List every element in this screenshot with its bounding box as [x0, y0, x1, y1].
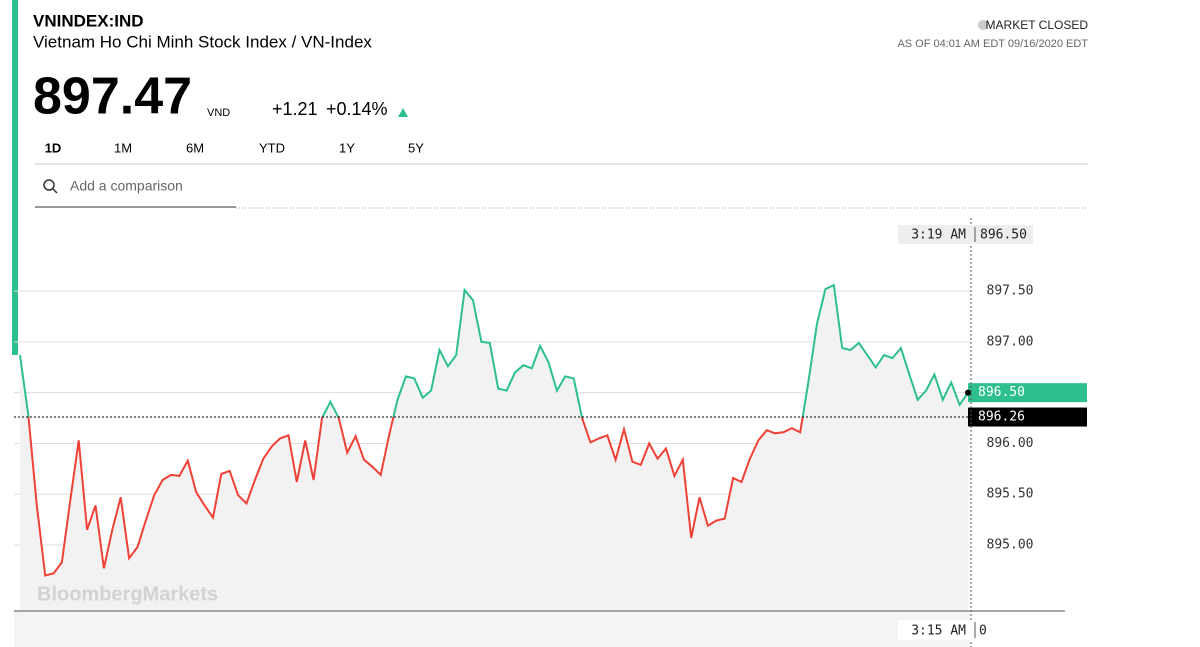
- as-of: AS OF 04:01 AM EDT 09/16/2020 EDT: [897, 38, 1088, 50]
- change-pct: +0.14%: [326, 99, 388, 119]
- search-icon-handle: [52, 188, 58, 194]
- reference-label: 896.26: [978, 410, 1025, 425]
- tab[interactable]: 1Y: [339, 140, 355, 155]
- tab[interactable]: 1M: [114, 140, 132, 155]
- search-placeholder: Add a comparison: [70, 178, 183, 194]
- tab[interactable]: 1D: [45, 140, 62, 155]
- price: 897.47: [33, 68, 192, 126]
- reference-badge: [968, 407, 1087, 427]
- y-tick-label: 897.50: [987, 284, 1034, 299]
- y-tick-label: 897.00: [987, 334, 1034, 349]
- market-status: MARKET CLOSED: [986, 18, 1089, 32]
- symbol: VNINDEX:IND: [33, 11, 144, 30]
- status-dot: [978, 20, 988, 30]
- start-time: 3:15 AM: [911, 624, 966, 639]
- crosshair-badge: [898, 225, 1033, 244]
- index-name: Vietnam Ho Chi Minh Stock Index / VN-Ind…: [33, 32, 372, 51]
- last-label: 896.50: [978, 385, 1025, 400]
- time-badge: [898, 620, 990, 640]
- price-line: [19, 283, 969, 577]
- crosshair-time: 3:19 AM: [911, 228, 966, 243]
- area: [20, 285, 968, 611]
- y-tick-label: 895.50: [987, 487, 1034, 502]
- y-tick-label: 896.00: [987, 436, 1034, 451]
- tab[interactable]: 6M: [186, 140, 204, 155]
- volume-label: 0: [979, 624, 987, 639]
- tab[interactable]: YTD: [259, 140, 285, 155]
- tab[interactable]: 5Y: [408, 140, 424, 155]
- up-arrow: [398, 108, 408, 117]
- tabs: 1D 1M 6M YTD 1Y 5Y: [45, 140, 425, 155]
- volume-area: [14, 611, 970, 647]
- chart: 895.00 895.50 896.00 896.50 897.00 897.50 896.…: [14, 218, 1087, 647]
- crosshair-value: 896.50: [980, 228, 1027, 243]
- currency: VND: [207, 107, 230, 119]
- last-dot: [965, 389, 971, 396]
- last-badge: [968, 383, 1087, 403]
- search-icon: [43, 179, 55, 191]
- accent-stripe: [12, 0, 18, 355]
- watermark: BloombergMarkets: [37, 583, 218, 605]
- y-tick-label: 895.00: [987, 537, 1034, 552]
- search[interactable]: Add a comparison: [35, 178, 236, 208]
- change: +1.21: [272, 99, 318, 119]
